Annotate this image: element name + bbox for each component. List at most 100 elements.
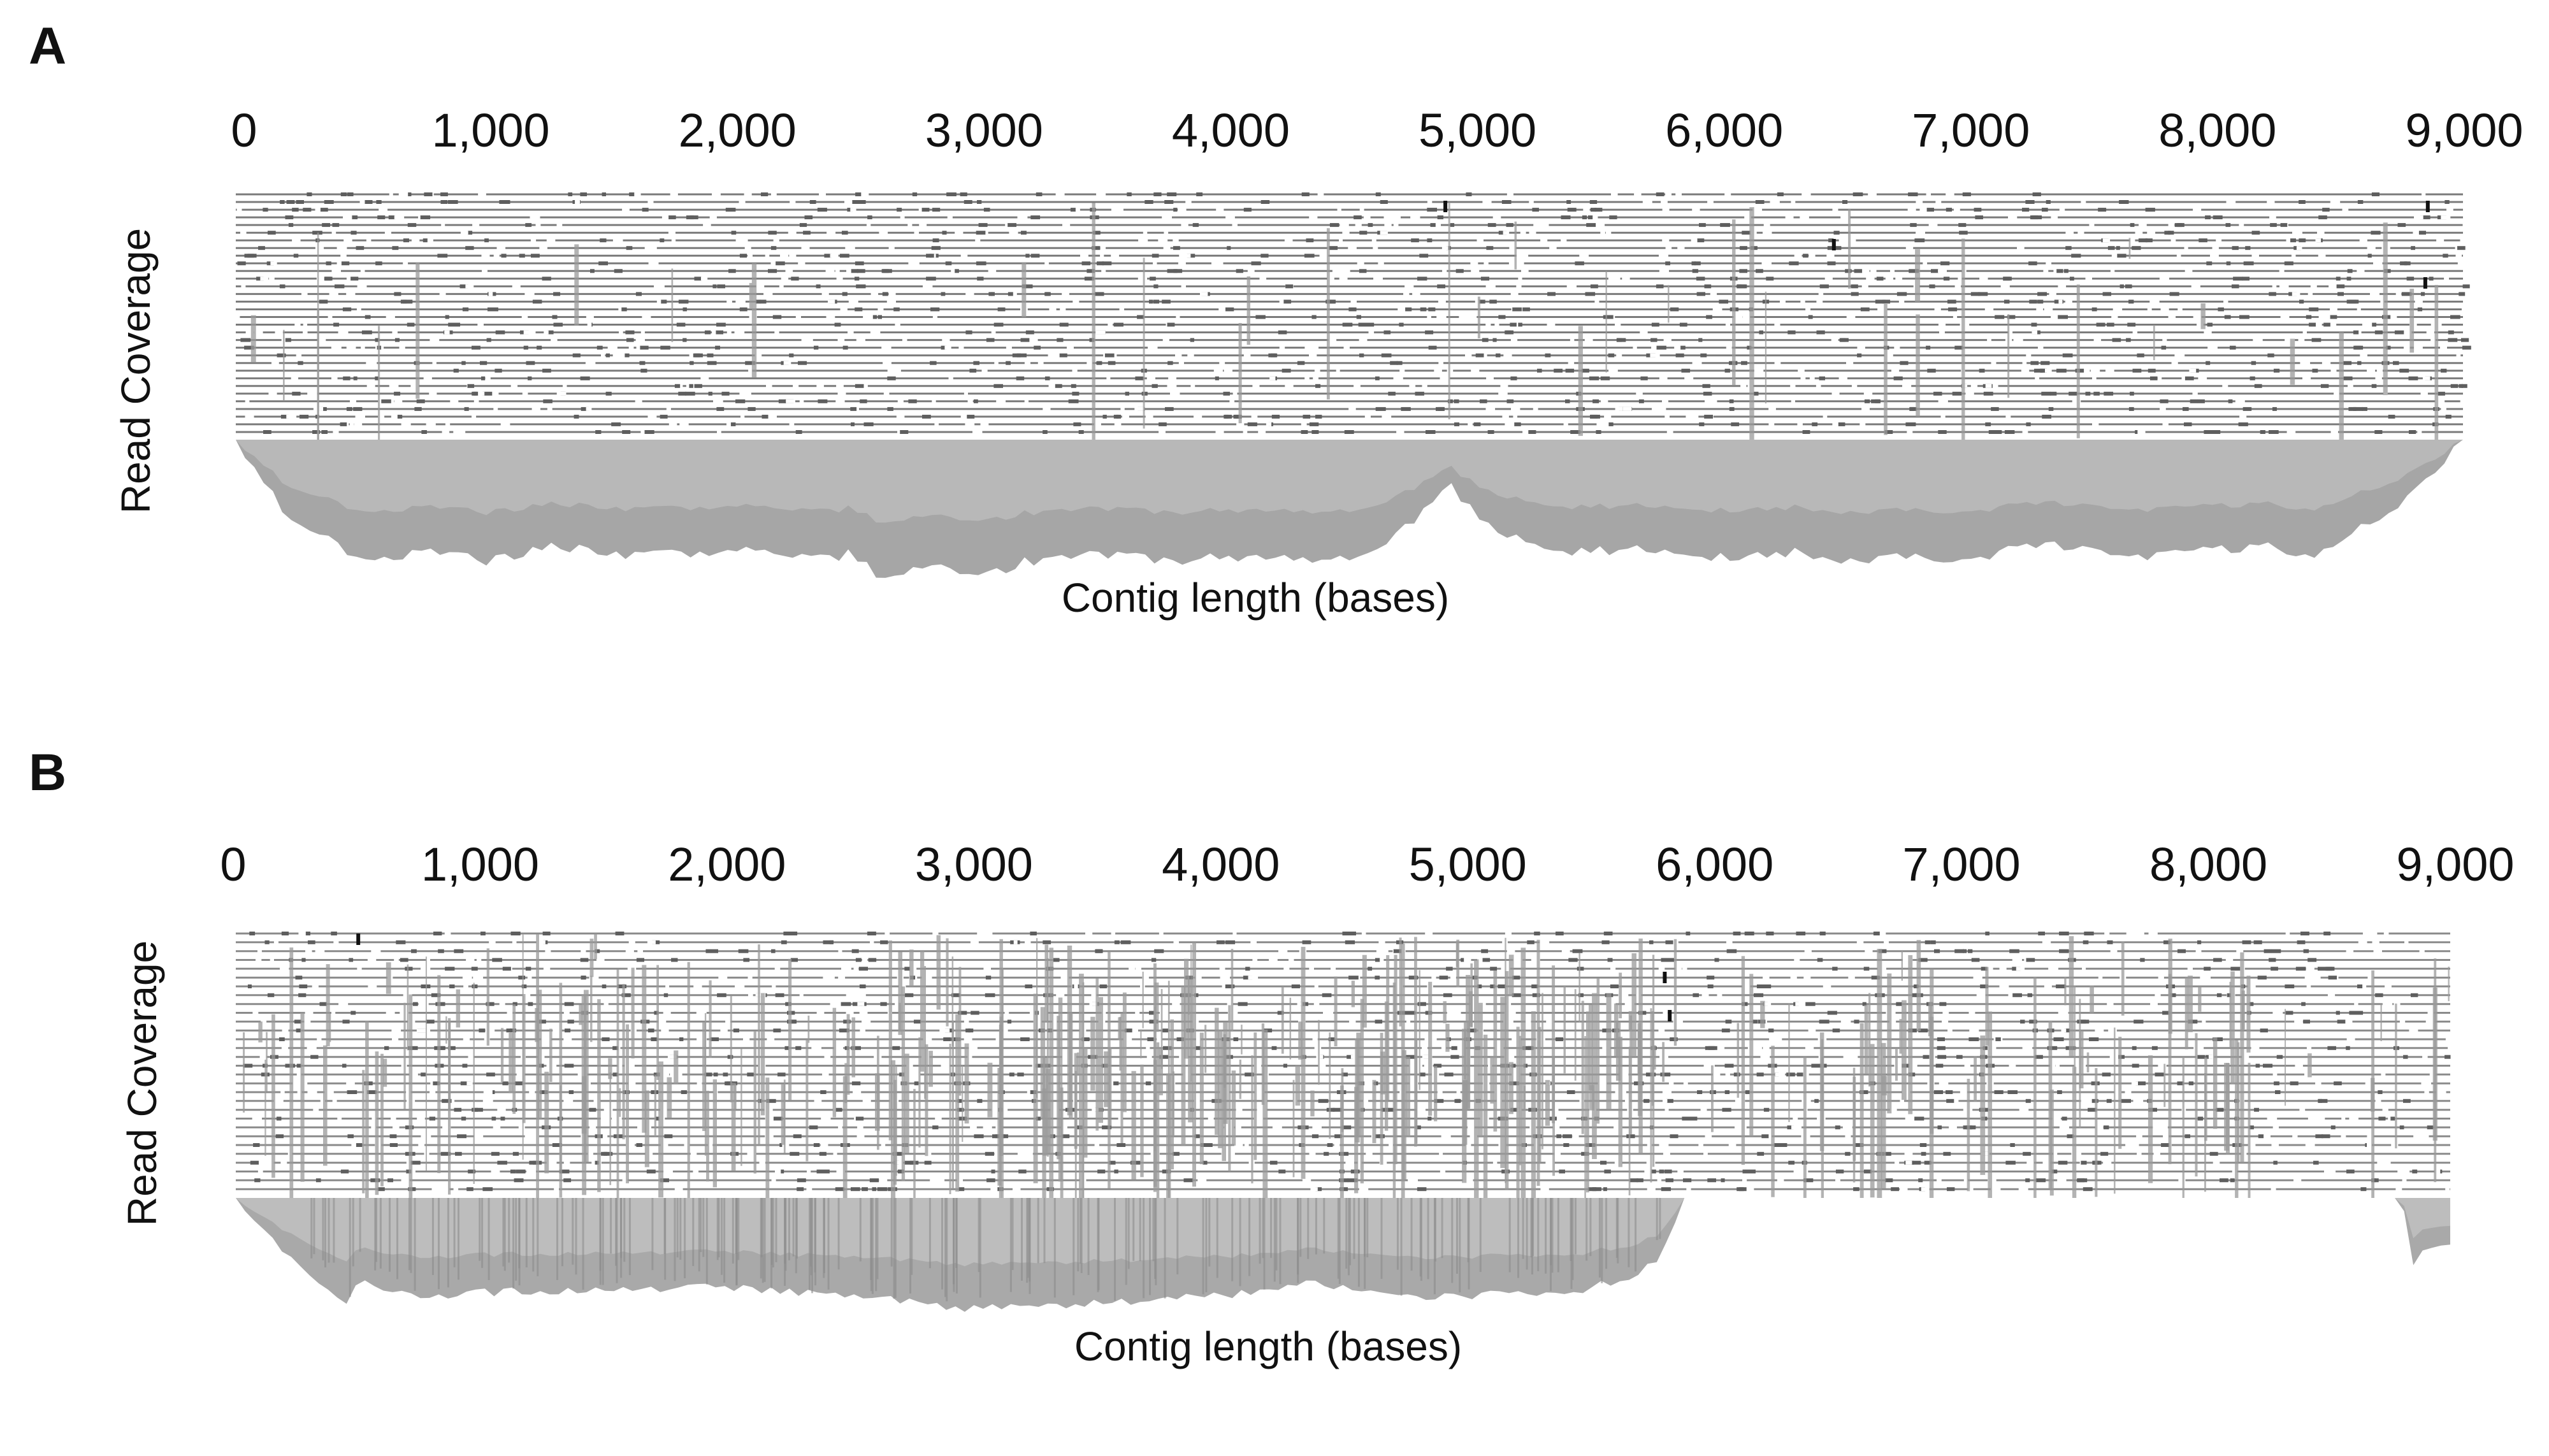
variant-streak — [559, 983, 563, 1198]
read-mark — [1252, 958, 1258, 962]
panel-b: B 0 1,000 2,000 3,000 4,000 5,000 6,000 7,000 8,… — [0, 739, 2549, 1456]
read-mark — [2037, 299, 2044, 304]
variant-streak — [1334, 976, 1338, 1047]
read-mark — [1456, 1090, 1461, 1094]
read-mark — [1642, 200, 1652, 204]
read-mark — [863, 315, 873, 319]
coverage-streak — [1366, 1198, 1369, 1258]
read-mark — [946, 192, 957, 196]
read-mark — [426, 1020, 435, 1024]
read-mark — [301, 292, 308, 296]
read-mark — [1740, 246, 1747, 250]
read-mark — [1565, 368, 1575, 373]
read-mark — [930, 361, 937, 365]
variant-streak — [271, 1014, 275, 1178]
read-mark — [1661, 200, 1668, 204]
read-mark — [742, 238, 748, 243]
read-mark — [1729, 407, 1735, 411]
read-mark — [955, 231, 964, 235]
read-mark — [2346, 949, 2354, 953]
read-mark — [1590, 414, 1600, 419]
read-mark — [441, 223, 445, 227]
read-mark — [914, 231, 919, 235]
read-mark — [563, 384, 567, 388]
read-mark — [375, 376, 379, 380]
read-mark — [1857, 353, 1862, 357]
read-mark — [1843, 1055, 1850, 1059]
read-mark — [1293, 1099, 1297, 1103]
coverage-streak — [1279, 1198, 1282, 1285]
variant-streak — [2213, 1037, 2218, 1129]
read-mark — [245, 399, 250, 403]
variant-streak — [807, 1015, 810, 1043]
read-mark — [1056, 993, 1065, 997]
variant-streak — [2371, 1078, 2375, 1112]
read-mark — [2116, 246, 2120, 250]
read-mark — [1902, 958, 1913, 962]
coverage-streak — [1127, 1198, 1130, 1269]
read-mark — [1091, 993, 1097, 997]
read-mark — [2299, 299, 2304, 304]
read-mark — [1375, 1134, 1385, 1139]
variant-streak — [1803, 1056, 1807, 1198]
read-mark — [438, 949, 444, 953]
read-mark — [1664, 1169, 1672, 1174]
read-mark — [1243, 976, 1253, 980]
variant-streak — [1514, 221, 1517, 270]
read-mark — [523, 330, 530, 335]
read-mark — [2130, 238, 2135, 243]
read-mark — [2160, 399, 2169, 403]
read-mark — [1049, 307, 1057, 312]
read-mark — [693, 984, 702, 988]
read-mark — [1443, 993, 1452, 997]
read-mark — [1596, 430, 1601, 434]
read-mark — [2184, 422, 2192, 426]
coverage-streak — [871, 1198, 874, 1294]
coverage-streak — [811, 1198, 813, 1294]
read-mark — [1323, 1011, 1331, 1015]
variant-streak — [1044, 944, 1049, 1023]
read-mark — [2260, 1028, 2268, 1033]
read-mark — [2058, 299, 2063, 304]
read-mark — [1793, 1116, 1798, 1121]
read-mark — [424, 1028, 431, 1033]
read-mark — [2316, 322, 2321, 327]
read-mark — [1143, 231, 1148, 235]
read-mark — [1859, 269, 1870, 273]
coverage-streak — [508, 1198, 510, 1263]
read-mark — [2028, 200, 2035, 204]
read-mark — [902, 338, 907, 342]
read-mark — [1384, 223, 1392, 227]
coverage-streak — [623, 1198, 626, 1262]
read-mark — [2132, 246, 2141, 250]
read-mark — [551, 338, 558, 342]
coverage-streak — [1202, 1198, 1204, 1295]
read-mark — [1129, 967, 1136, 971]
coverage-streak — [792, 1198, 795, 1257]
coverage-streak — [978, 1198, 980, 1272]
mismatch-mark — [356, 933, 361, 945]
read-mark — [1467, 315, 1477, 319]
read-mark — [1675, 192, 1682, 196]
read-mark — [795, 1046, 802, 1050]
read-mark — [770, 246, 777, 250]
read-mark — [1167, 322, 1175, 327]
variant-streak — [740, 1049, 742, 1166]
read-mark — [825, 1116, 830, 1121]
read-mark — [394, 338, 400, 342]
read-mark — [1359, 353, 1364, 357]
read-mark — [400, 299, 407, 304]
read-mark — [2269, 215, 2276, 220]
read-mark — [2114, 1090, 2121, 1094]
read-mark — [1848, 976, 1855, 980]
read-mark — [1488, 1063, 1492, 1068]
read-mark — [1962, 192, 1971, 196]
read-mark — [999, 399, 1004, 403]
coverage-streak — [1456, 1198, 1458, 1274]
read-mark — [907, 223, 913, 227]
read-mark — [1357, 261, 1364, 266]
read-mark — [2026, 353, 2032, 357]
read-mark — [2291, 254, 2296, 258]
read-mark — [263, 208, 268, 212]
read-mark — [1796, 932, 1806, 935]
